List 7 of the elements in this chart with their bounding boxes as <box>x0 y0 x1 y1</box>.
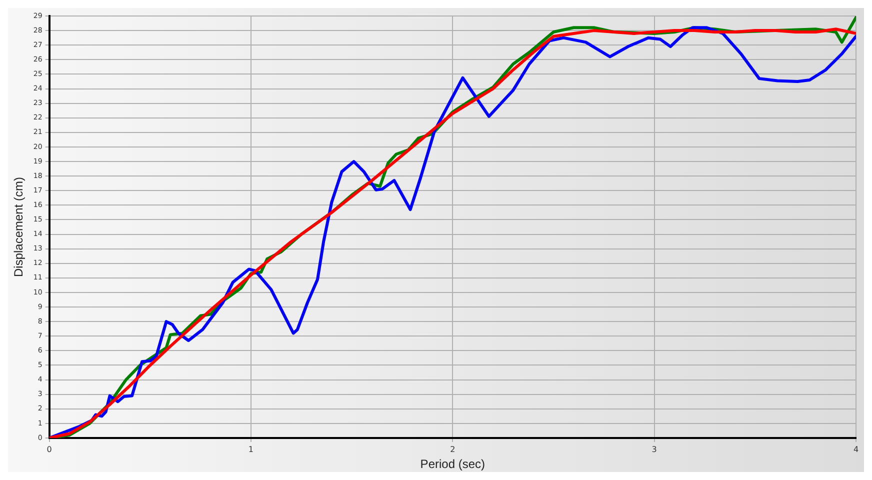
x-tick-label: 3 <box>652 444 657 454</box>
y-axis-title: Displacement (cm) <box>12 176 26 278</box>
x-tick-label: 2 <box>450 444 456 454</box>
x-tick-label: 1 <box>248 444 254 454</box>
x-axis-title: Period (sec) <box>420 457 485 472</box>
x-tick-label: 4 <box>853 444 859 454</box>
x-tick-label: 0 <box>46 444 52 454</box>
